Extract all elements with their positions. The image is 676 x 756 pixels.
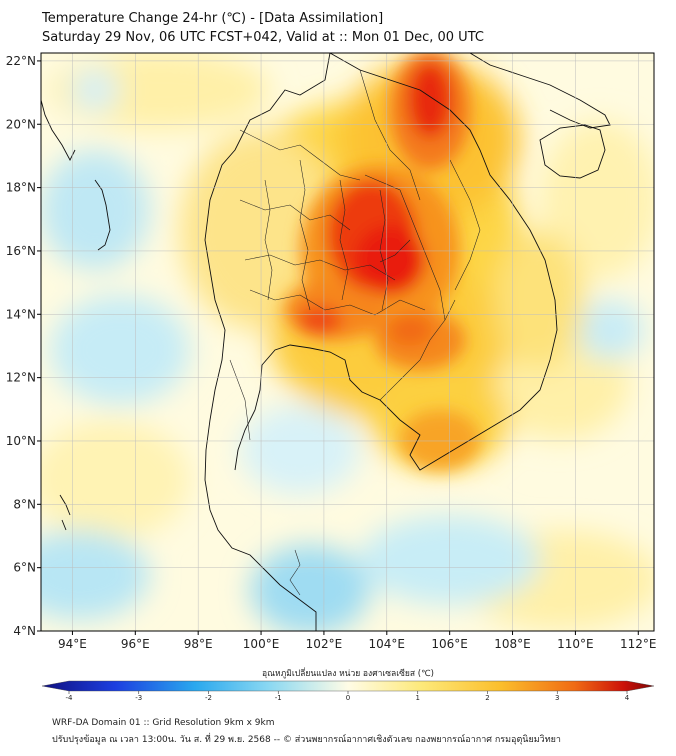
temperature-field bbox=[41, 53, 654, 631]
colorbar-tick-label: -4 bbox=[66, 694, 74, 702]
lon-tick-label: 104°E bbox=[369, 637, 406, 651]
lon-tick-label: 98°E bbox=[184, 637, 213, 651]
colorbar-title: อุณหภูมิเปลี่ยนแปลง หน่วย องศาเซลเซียส (… bbox=[262, 667, 434, 679]
lat-tick-label: 4°N bbox=[13, 624, 36, 638]
lon-tick-label: 110°E bbox=[557, 637, 594, 651]
colorbar-tick-label: -3 bbox=[135, 694, 142, 702]
footer-model-info: WRF-DA Domain 01 :: Grid Resolution 9km … bbox=[52, 718, 275, 728]
colorbar-tick-label: 0 bbox=[346, 694, 350, 702]
lon-tick-label: 106°E bbox=[431, 637, 468, 651]
lon-tick-label: 102°E bbox=[306, 637, 343, 651]
grid-lines bbox=[41, 53, 654, 632]
lat-tick-label: 18°N bbox=[6, 181, 36, 195]
lat-tick-label: 10°N bbox=[6, 434, 36, 448]
coastlines bbox=[41, 53, 611, 631]
lon-axis: 94°E 96°E 98°E 100°E 102°E 104°E 106°E 108°E 110… bbox=[58, 631, 657, 651]
lon-tick-label: 100°E bbox=[243, 637, 280, 651]
lon-tick-label: 94°E bbox=[58, 637, 87, 651]
colorbar-tick-label: 4 bbox=[625, 694, 630, 702]
colorbar-tick-label: 1 bbox=[416, 694, 420, 702]
lon-tick-label: 112°E bbox=[620, 637, 657, 651]
lat-tick-label: 6°N bbox=[13, 561, 36, 575]
colorbar-tick-label: -1 bbox=[275, 694, 282, 702]
colorbar-tick-label: 3 bbox=[555, 694, 559, 702]
lat-tick-label: 16°N bbox=[6, 244, 36, 258]
footer-credit: ปรับปรุงข้อมูล ณ เวลา 13:00น. วัน ส. ที่… bbox=[52, 735, 561, 745]
lat-tick-label: 8°N bbox=[13, 497, 36, 511]
lat-tick-label: 14°N bbox=[6, 307, 36, 321]
lon-tick-label: 108°E bbox=[494, 637, 531, 651]
chart-subtitle: Saturday 29 Nov, 06 UTC FCST+042, Valid … bbox=[42, 30, 484, 45]
lon-tick-label: 96°E bbox=[121, 637, 150, 651]
lat-tick-label: 20°N bbox=[6, 117, 36, 131]
lat-tick-label: 12°N bbox=[6, 371, 36, 385]
map-frame bbox=[40, 52, 655, 632]
colorbar-tick-label: -2 bbox=[205, 694, 212, 702]
colorbar-tick-label: 2 bbox=[485, 694, 489, 702]
chart-title: Temperature Change 24-hr (℃) - [Data Ass… bbox=[42, 11, 384, 26]
admin-boundaries bbox=[229, 69, 481, 596]
lat-tick-label: 22°N bbox=[6, 54, 36, 68]
lat-axis: 4°N 6°N 8°N 10°N 12°N 14°N 16°N 18°N 20°N 22°N bbox=[6, 54, 41, 638]
colorbar-ticks: -4 -3 -2 -1 0 1 2 3 4 bbox=[66, 691, 630, 702]
colorbar bbox=[41, 680, 655, 692]
